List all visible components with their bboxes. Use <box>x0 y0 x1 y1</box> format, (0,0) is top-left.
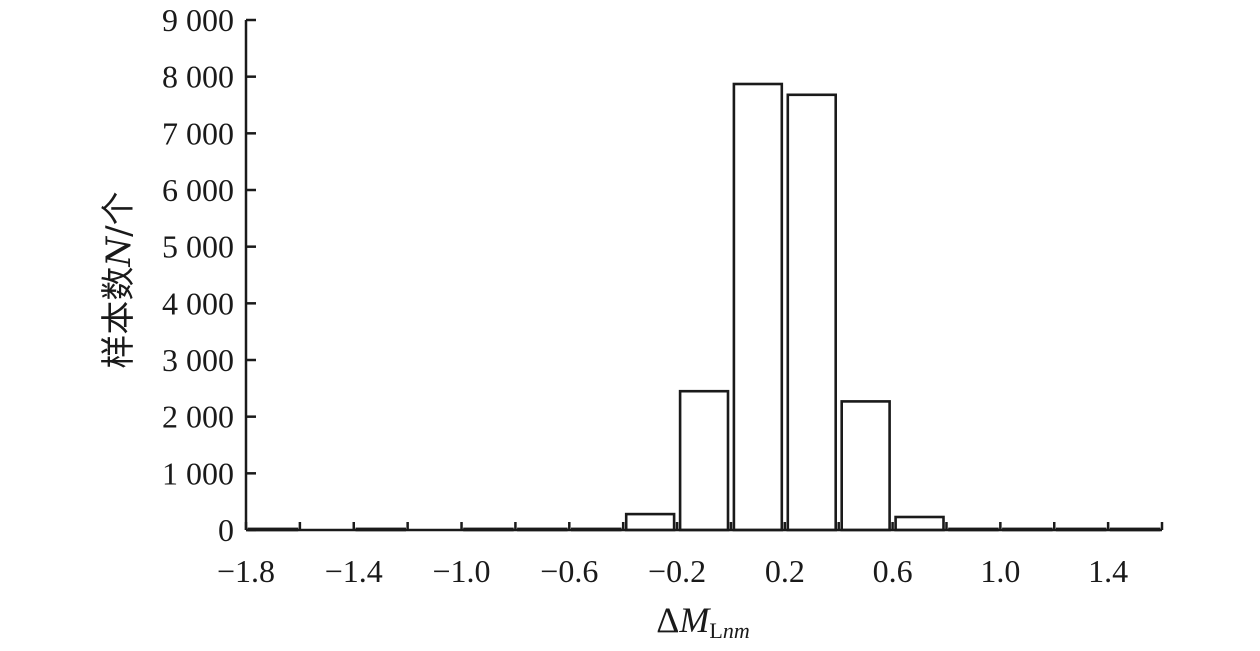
histogram-bar <box>840 400 891 532</box>
y-tick-label: 1 000 <box>162 455 234 491</box>
x-axis-label-var: M <box>678 600 711 640</box>
bars-group <box>247 82 1161 532</box>
histogram-bar <box>678 389 730 532</box>
y-tick-label: 2 000 <box>162 399 234 435</box>
histogram-bar <box>786 93 837 532</box>
x-tick-label: −1.8 <box>217 553 275 589</box>
x-tick-label: 0.2 <box>765 553 805 589</box>
x-axis-label-sub-italic: nm <box>723 618 750 643</box>
y-tick-label: 0 <box>218 512 234 548</box>
y-tick-label: 5 000 <box>162 229 234 265</box>
y-tick-label: 6 000 <box>162 172 234 208</box>
y-tick-label: 8 000 <box>162 59 234 95</box>
y-tick-label: 4 000 <box>162 285 234 321</box>
y-tick-label: 3 000 <box>162 342 234 378</box>
y-axis-label-suffix: /个 <box>99 191 139 236</box>
x-tick-label: −0.2 <box>648 553 706 589</box>
y-axis-label-prefix: 样本数 <box>99 267 139 369</box>
histogram-bar <box>732 82 784 532</box>
x-axis-label-sub-upright: L <box>709 618 722 643</box>
x-tick-label: −1.0 <box>433 553 491 589</box>
x-axis: −1.8 −1.4 −1.0 −0.6 −0.2 0.2 0.6 1.0 1.4 <box>217 522 1164 589</box>
histogram-bar <box>624 512 676 532</box>
y-axis: 0 1 000 2 000 3 000 4 000 5 000 6 000 7 000 8 00… <box>162 2 256 548</box>
x-tick-label: 1.4 <box>1088 553 1128 589</box>
y-axis-label-var: N <box>99 236 139 268</box>
x-axis-label-delta: Δ <box>656 600 679 640</box>
x-tick-label: 0.6 <box>873 553 913 589</box>
histogram-bar <box>894 515 945 532</box>
y-tick-label: 9 000 <box>162 2 234 38</box>
x-tick-label: −1.4 <box>325 553 383 589</box>
x-axis-label: ΔMLnm <box>656 600 750 643</box>
x-tick-label: −0.6 <box>540 553 598 589</box>
y-tick-label: 7 000 <box>162 115 234 151</box>
y-axis-label: 样本数N/个 <box>99 191 139 368</box>
x-tick-label: 1.0 <box>980 553 1020 589</box>
